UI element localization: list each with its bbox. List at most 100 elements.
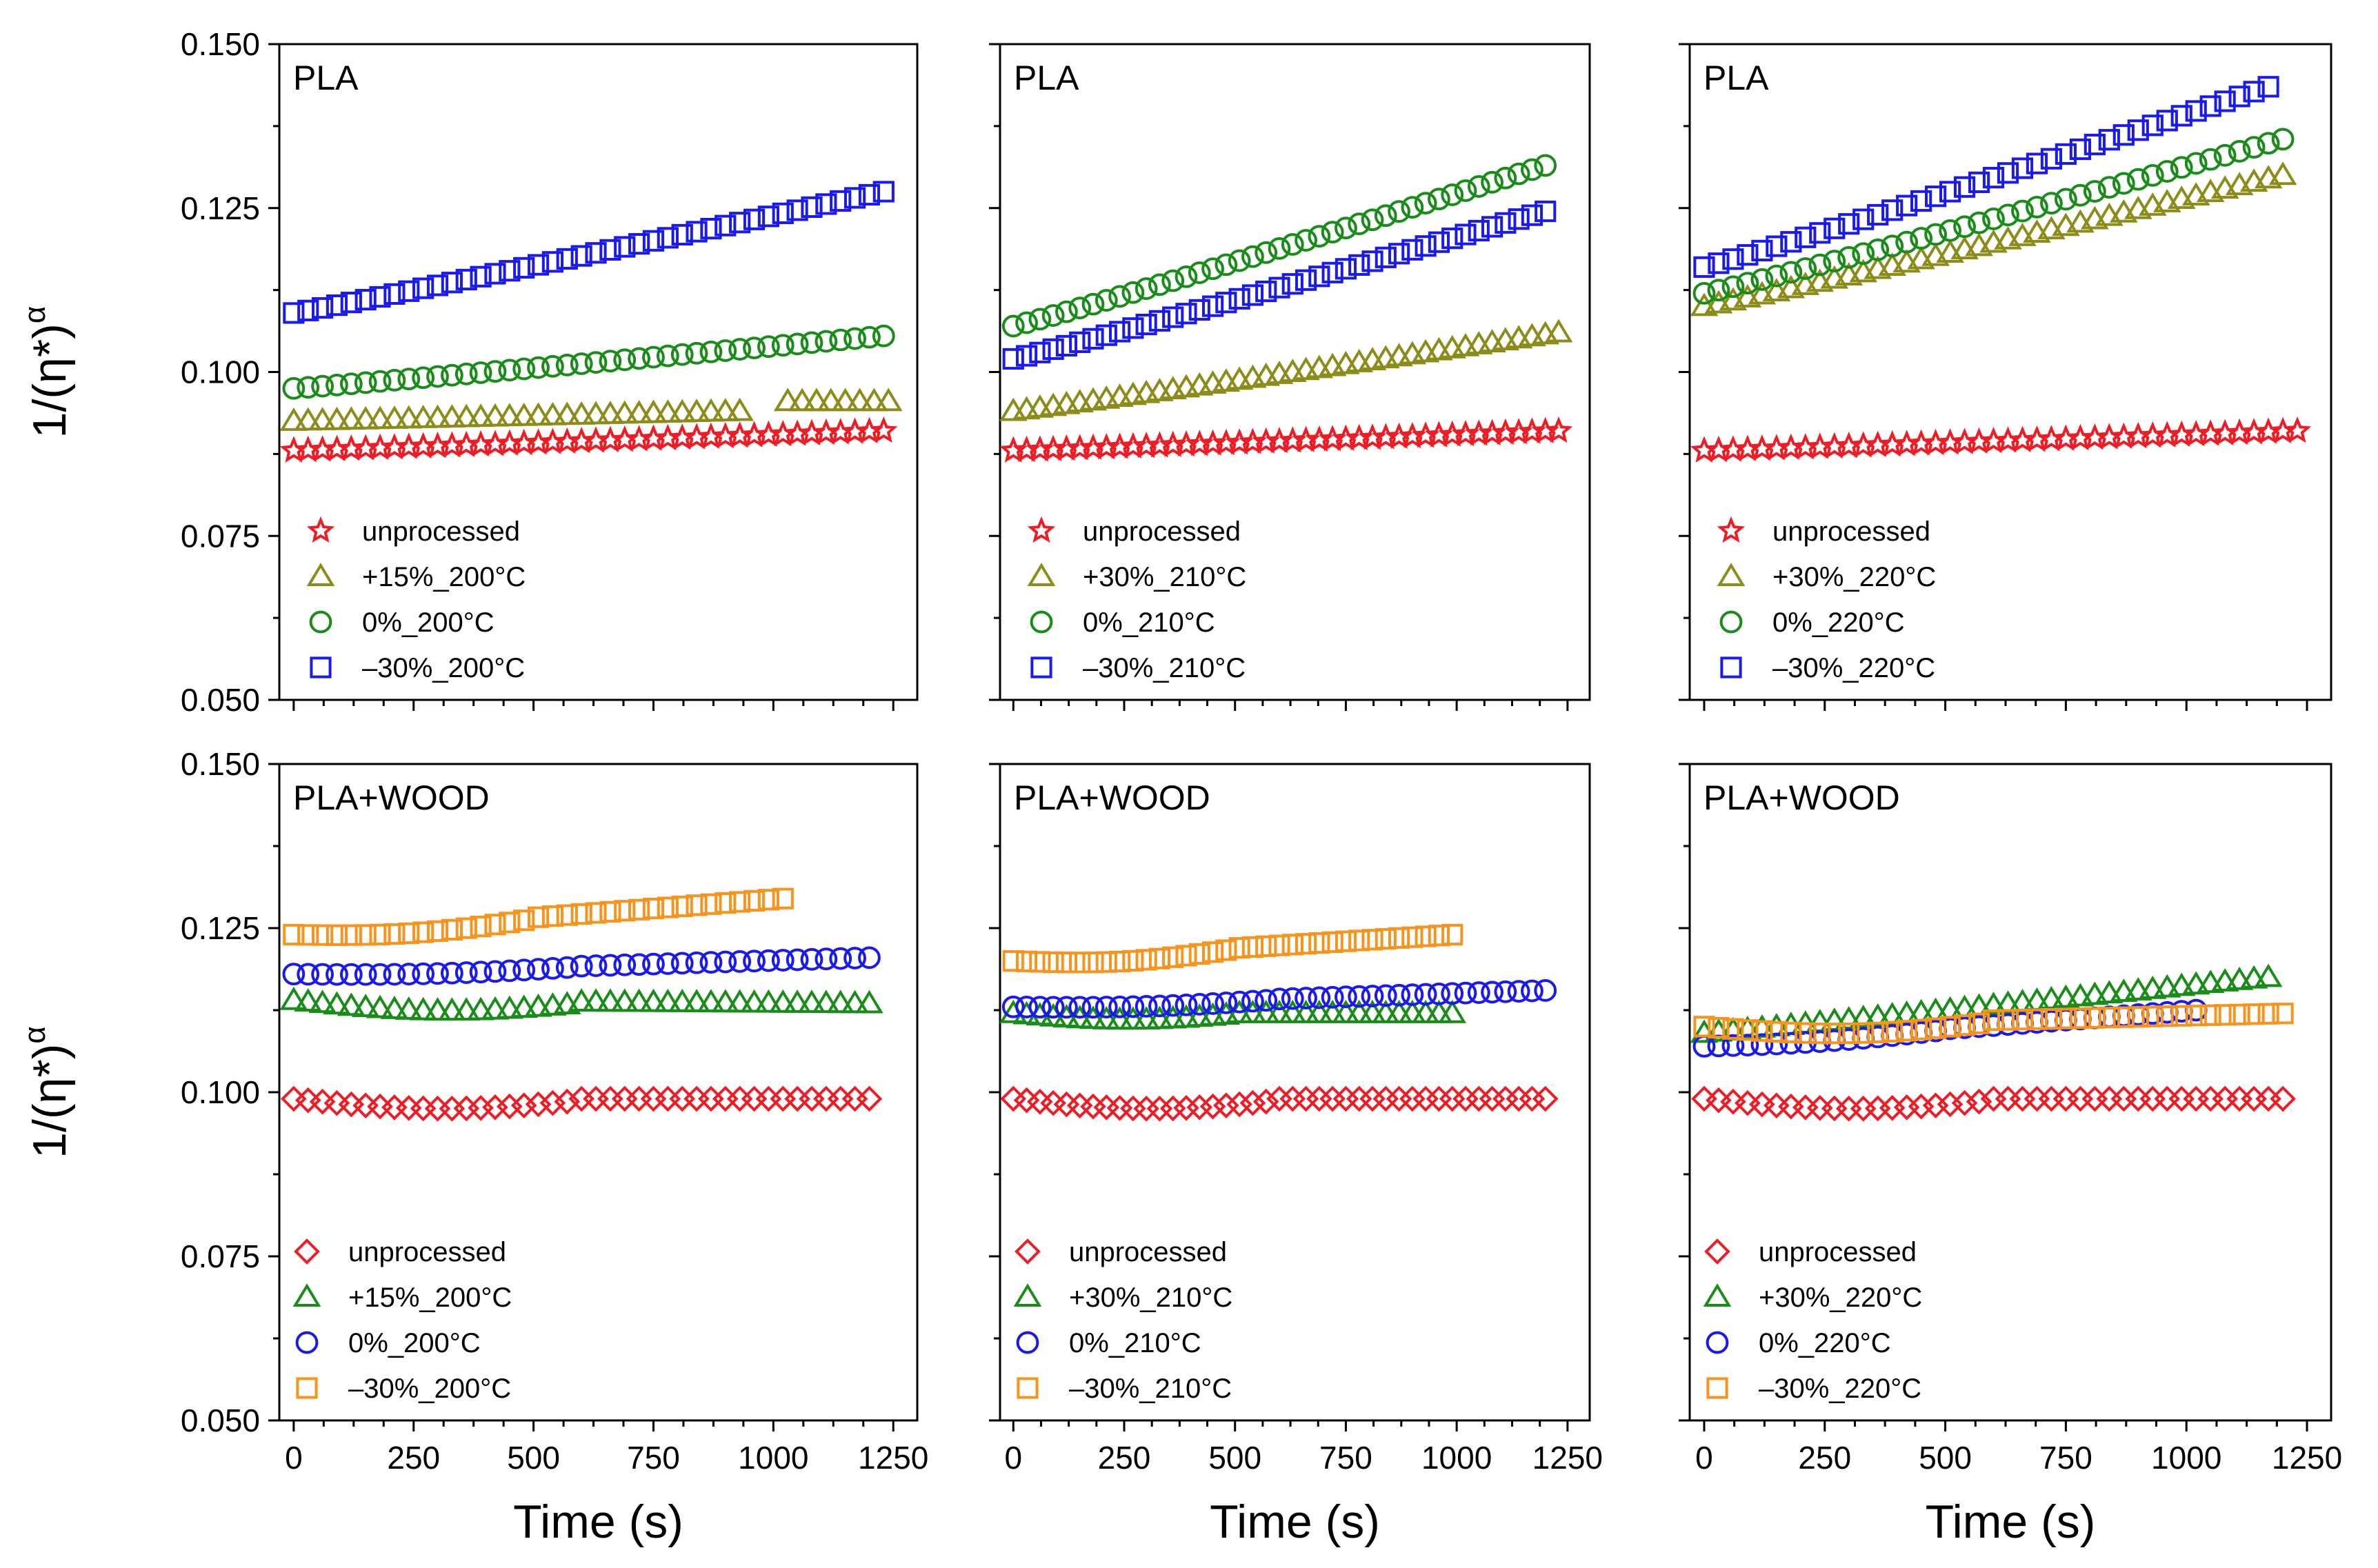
data-point bbox=[1041, 996, 1065, 1019]
x-tick-label: 0 bbox=[1004, 1440, 1022, 1476]
legend-label: +30%_210°C bbox=[1083, 562, 1246, 592]
data-point bbox=[610, 988, 639, 1012]
legend-marker bbox=[309, 610, 332, 634]
data-point bbox=[1401, 926, 1423, 948]
legend-label: unprocessed bbox=[362, 516, 520, 547]
data-point bbox=[1979, 992, 2008, 1016]
data-point bbox=[1532, 1085, 1559, 1112]
data-point bbox=[1968, 1012, 1990, 1034]
legend-label: –30%_220°C bbox=[1772, 653, 1935, 683]
data-point bbox=[1095, 324, 1117, 346]
data-point bbox=[1321, 931, 1343, 953]
data-point bbox=[2052, 1085, 2079, 1112]
x-tick-label: 500 bbox=[1919, 1440, 1972, 1476]
data-point bbox=[424, 1095, 451, 1122]
data-point bbox=[541, 956, 564, 980]
data-point bbox=[455, 268, 477, 291]
data-point bbox=[2214, 90, 2236, 112]
data-point bbox=[740, 989, 768, 1013]
data-point bbox=[768, 989, 797, 1013]
data-point bbox=[381, 1094, 408, 1120]
x-tick-label: 750 bbox=[627, 1440, 680, 1476]
data-point bbox=[1693, 1016, 1715, 1038]
data-point bbox=[1162, 306, 1184, 328]
data-point bbox=[1295, 933, 1317, 955]
data-point bbox=[1361, 250, 1383, 272]
data-point bbox=[1735, 1089, 1761, 1116]
data-point bbox=[2011, 1009, 2034, 1031]
data-point bbox=[757, 889, 779, 911]
data-point bbox=[294, 988, 323, 1012]
data-point bbox=[380, 405, 409, 429]
data-point bbox=[2109, 978, 2138, 1003]
data-point bbox=[1281, 233, 1304, 256]
data-point bbox=[439, 1095, 466, 1122]
y-tick-label: 0.075 bbox=[181, 1238, 260, 1274]
data-point bbox=[1388, 983, 1410, 1007]
data-point bbox=[1455, 223, 1477, 245]
data-point bbox=[338, 1091, 365, 1118]
y-tick-label: 0.150 bbox=[181, 26, 260, 62]
data-point bbox=[1953, 1014, 1976, 1036]
data-point bbox=[482, 1094, 508, 1120]
data-point bbox=[1308, 225, 1331, 248]
data-point bbox=[697, 398, 726, 422]
legend-entry: –30%_200°C bbox=[296, 1374, 511, 1404]
data-point bbox=[682, 989, 711, 1012]
data-point bbox=[2026, 1008, 2048, 1030]
data-point bbox=[570, 245, 592, 267]
x-tick-label: 1250 bbox=[1532, 1440, 1603, 1476]
legend-label: 0%_210°C bbox=[1083, 607, 1215, 638]
data-point bbox=[323, 991, 351, 1015]
data-point bbox=[470, 915, 492, 938]
data-point bbox=[1346, 1085, 1372, 1112]
data-point bbox=[1878, 1001, 1907, 1025]
data-point bbox=[815, 330, 838, 353]
legend-marker bbox=[296, 1377, 318, 1399]
data-point bbox=[846, 388, 874, 412]
data-point bbox=[1441, 228, 1463, 250]
data-point bbox=[599, 901, 621, 923]
data-point bbox=[1015, 950, 1038, 972]
data-point bbox=[1241, 936, 1264, 958]
data-point bbox=[1806, 1095, 1833, 1121]
data-point bbox=[614, 236, 636, 258]
data-point bbox=[1121, 995, 1145, 1018]
y-axis-title: 1/(η*)α bbox=[18, 306, 76, 439]
legend-entry: unprocessed bbox=[1704, 1237, 1917, 1267]
legend-label: +30%_210°C bbox=[1069, 1283, 1232, 1313]
data-point bbox=[826, 989, 855, 1014]
legend-entry: +30%_210°C bbox=[1013, 1283, 1232, 1313]
series-1 bbox=[279, 416, 898, 463]
data-point bbox=[354, 288, 377, 311]
data-point bbox=[1175, 303, 1197, 325]
data-point bbox=[481, 403, 510, 427]
data-point bbox=[1479, 1085, 1506, 1112]
data-point bbox=[1292, 1085, 1319, 1112]
data-point bbox=[715, 892, 737, 914]
data-point bbox=[613, 348, 637, 372]
data-point bbox=[802, 388, 831, 412]
data-point bbox=[2185, 100, 2207, 122]
data-point bbox=[394, 996, 423, 1020]
data-point bbox=[657, 227, 679, 249]
data-point bbox=[639, 988, 668, 1012]
data-point bbox=[337, 992, 366, 1016]
data-point bbox=[1385, 999, 1413, 1023]
data-point bbox=[1751, 239, 1773, 262]
data-point bbox=[2096, 1085, 2123, 1112]
data-point bbox=[2055, 1007, 2077, 1029]
data-point bbox=[367, 1093, 393, 1120]
data-point bbox=[610, 400, 639, 424]
data-point bbox=[308, 989, 337, 1014]
data-point bbox=[1867, 203, 1889, 226]
data-point bbox=[368, 963, 392, 986]
data-point bbox=[555, 353, 579, 376]
data-point bbox=[2243, 1003, 2265, 1025]
data-point bbox=[2083, 180, 2106, 203]
data-point bbox=[1308, 265, 1330, 288]
data-point bbox=[1852, 208, 1875, 230]
data-point bbox=[512, 958, 536, 982]
data-point bbox=[874, 388, 903, 412]
series-1 bbox=[1690, 416, 2312, 463]
